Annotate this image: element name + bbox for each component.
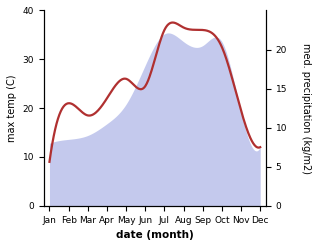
Y-axis label: max temp (C): max temp (C) <box>7 74 17 142</box>
X-axis label: date (month): date (month) <box>116 230 194 240</box>
Y-axis label: med. precipitation (kg/m2): med. precipitation (kg/m2) <box>301 43 311 174</box>
